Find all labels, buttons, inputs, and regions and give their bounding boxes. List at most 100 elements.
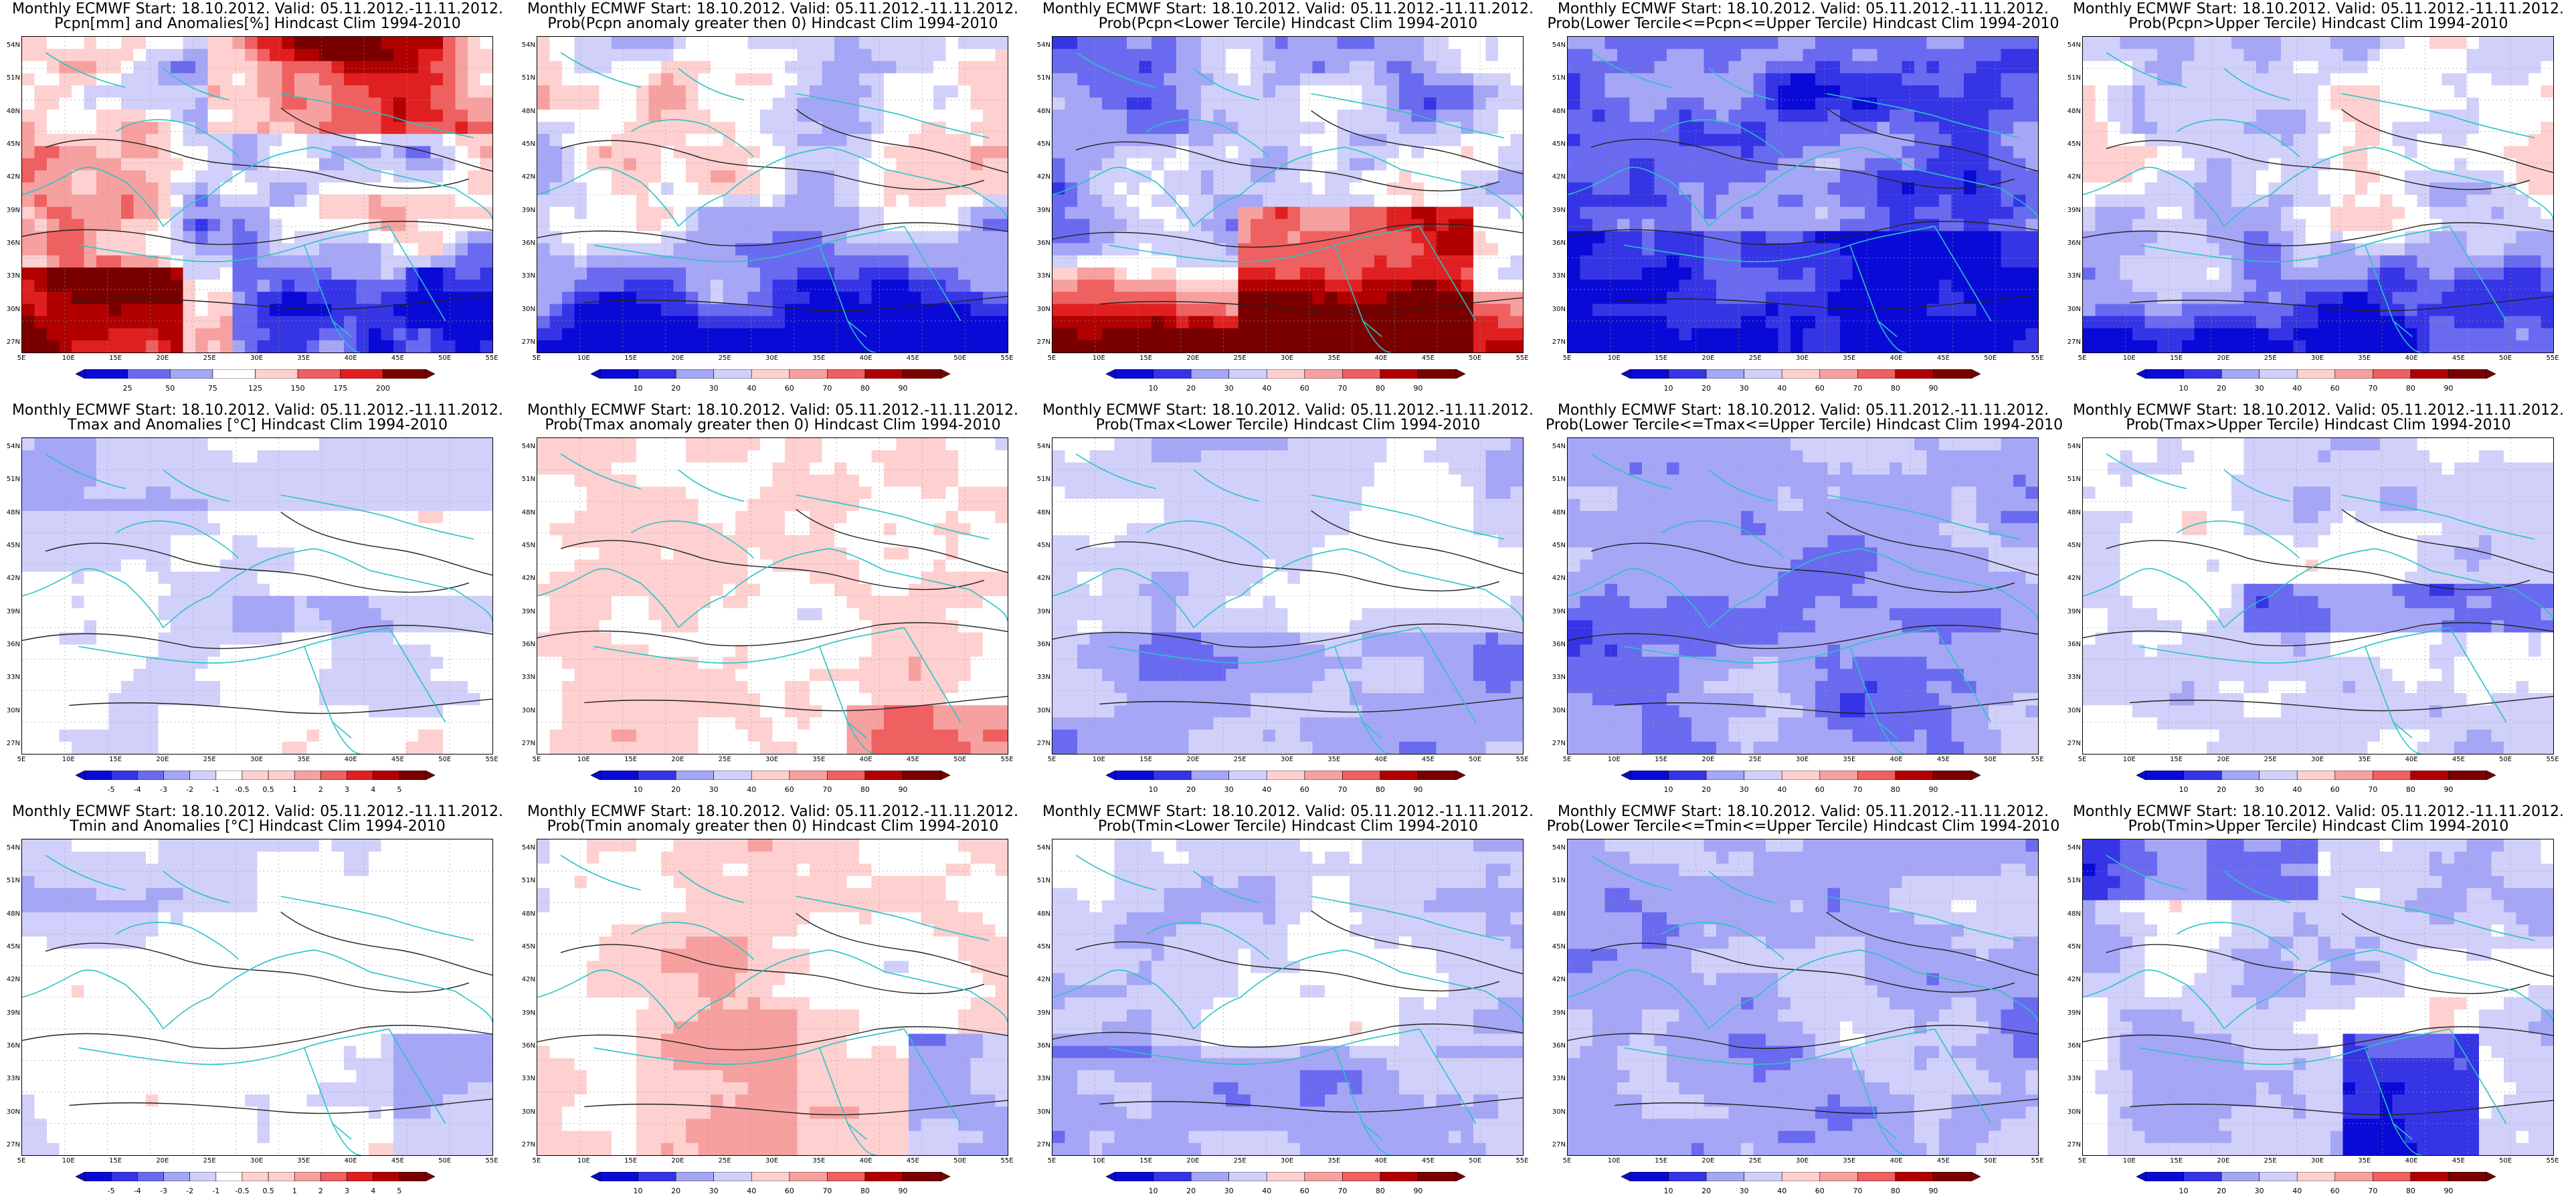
latitude-label: 48N (6, 508, 20, 516)
latitude-label: 39N (2067, 607, 2081, 615)
coastline (1109, 225, 1420, 263)
latitude-label: 39N (521, 1009, 535, 1017)
isoline (1075, 941, 1500, 992)
map-frame (1052, 36, 1524, 353)
coastline (593, 1028, 905, 1066)
coastline (631, 922, 754, 960)
coastline (1916, 971, 2038, 1023)
coastline (304, 245, 361, 353)
coastline (2139, 1028, 2450, 1066)
isoline (2130, 296, 2553, 312)
colorbar-tick-label: 40 (1262, 384, 1272, 393)
longitude-label: 25E (203, 355, 216, 362)
coastline (1362, 1028, 1477, 1140)
coastline (1075, 52, 1260, 101)
panel-title-line1: Monthly ECMWF Start: 18.10.2012. Valid: … (527, 803, 1019, 820)
longitude-label: 30E (250, 1157, 264, 1165)
colorbar (1106, 771, 1465, 780)
longitude-label: 45E (1936, 1157, 1950, 1165)
colorbar-tick-label: 5 (397, 785, 402, 794)
longitude-label: 10E (577, 355, 590, 362)
colorbar-tick-label: -3 (159, 1187, 167, 1195)
longitude-label: 25E (1748, 756, 1762, 763)
coastline (1362, 627, 1477, 739)
latitude-label: 45N (6, 542, 20, 549)
colorbar-tick-label: -4 (133, 1187, 141, 1195)
longitude-label: 55E (485, 355, 498, 362)
latitude-label: 51N (1552, 476, 1566, 484)
colorbar-tick-label: 25 (122, 384, 132, 393)
coastline (796, 494, 990, 540)
map-field (1052, 438, 1523, 754)
colorbar-tick-label: 40 (747, 1187, 757, 1195)
coastline (537, 568, 726, 629)
colorbar-tick-label: 3 (345, 1187, 350, 1195)
panel-title-line1: Monthly ECMWF Start: 18.10.2012. Valid: … (1557, 1, 2049, 17)
latitude-label: 42N (521, 173, 535, 181)
latitude-label: 45N (1552, 943, 1566, 950)
coastline (1826, 93, 2020, 138)
longitude-label: 50E (953, 756, 967, 763)
longitude-label: 25E (1233, 355, 1247, 362)
coastline (1146, 922, 1269, 960)
colorbar (1621, 369, 1981, 379)
colorbar-tick-label: 10 (2179, 384, 2189, 393)
latitude-label: 27N (2067, 740, 2081, 747)
isoline (2130, 696, 2553, 712)
latitude-label: 54N (2067, 844, 2081, 851)
longitude-label: 45E (2452, 1157, 2465, 1165)
colorbar-tick-label: 70 (1853, 785, 1863, 794)
longitude-label: 40E (2405, 355, 2418, 362)
latitude-label: 30N (521, 1108, 535, 1116)
longitude-label: 55E (1000, 355, 1014, 362)
coastline (2393, 225, 2507, 338)
latitude-label: 27N (2067, 338, 2081, 346)
longitude-label: 15E (109, 756, 122, 763)
latitude-label: 54N (6, 443, 20, 450)
colorbar-tick-label: 60 (784, 1187, 794, 1195)
latitude-label: 48N (2067, 910, 2081, 918)
latitude-label: 42N (6, 575, 20, 583)
longitude-label: 15E (1139, 1157, 1153, 1165)
longitude-label: 45E (391, 1157, 404, 1165)
coastline (1052, 568, 1241, 629)
colorbar-tick-label: 2 (318, 1187, 323, 1195)
coastline (1624, 627, 1935, 664)
latitude-label: 39N (1036, 206, 1050, 214)
coastline (2270, 146, 2431, 195)
latitude-label: 48N (1036, 508, 1050, 516)
coastline (1568, 969, 1756, 1030)
coastline (2365, 646, 2422, 754)
colorbar-tick-label: 1 (292, 1187, 297, 1195)
coastline (2431, 570, 2553, 621)
longitude-label: 10E (577, 1157, 590, 1165)
colorbar-tick-label: 10 (1663, 1187, 1673, 1195)
coastline (2393, 1028, 2507, 1140)
coastline (2270, 949, 2431, 998)
longitude-label: 45E (391, 756, 404, 763)
isoline (2106, 140, 2531, 191)
panel-title-line1: Monthly ECMWF Start: 18.10.2012. Valid: … (1042, 803, 1534, 820)
isoline (1590, 138, 2015, 189)
coastline (1240, 949, 1401, 998)
longitude-label: 5E (17, 1157, 26, 1165)
longitude-label: 40E (859, 1157, 872, 1165)
longitude-label: 50E (1469, 756, 1482, 763)
panel-title-line2: Prob(Pcpn>Upper Tercile) Hindcast Clim 1… (2128, 15, 2508, 32)
coastline (1400, 971, 1523, 1023)
latitude-label: 45N (521, 542, 535, 549)
colorbar-tick-label: 70 (822, 384, 832, 393)
isoline (1826, 911, 2038, 976)
longitude-label: 5E (2078, 355, 2087, 362)
latitude-label: 33N (1036, 1075, 1050, 1083)
map-field (537, 438, 1008, 754)
coastline (1334, 646, 1392, 754)
latitude-label: 30N (6, 1108, 20, 1116)
coastline (1755, 949, 1916, 998)
coastline (78, 1028, 389, 1066)
colorbar-tick-label: 90 (1413, 785, 1423, 794)
colorbar-tick-label: 90 (1928, 785, 1938, 794)
latitude-label: 42N (6, 976, 20, 984)
latitude-label: 36N (1552, 239, 1566, 247)
